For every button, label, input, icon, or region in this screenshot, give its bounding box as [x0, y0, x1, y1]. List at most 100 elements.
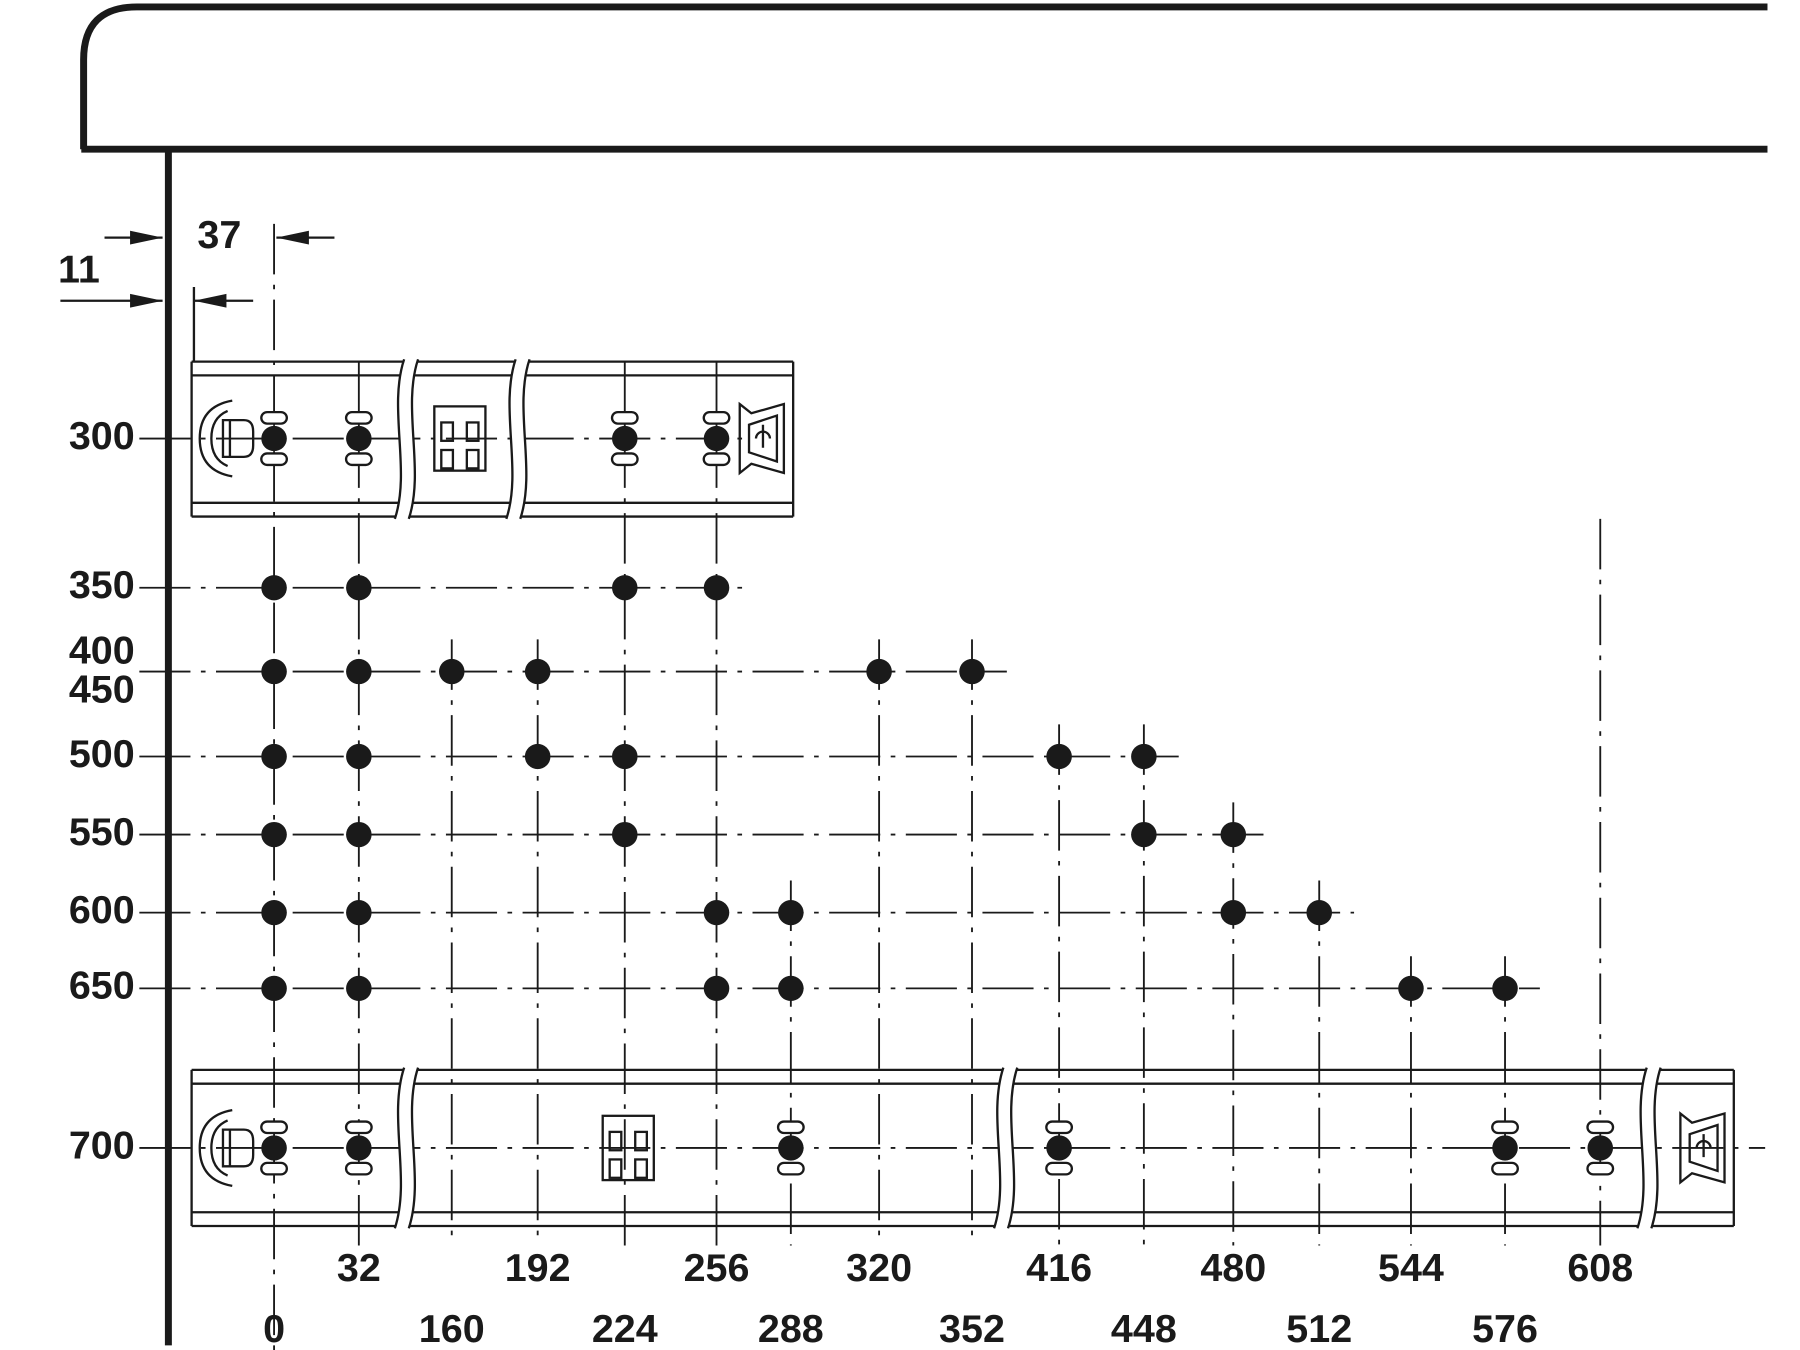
hole — [346, 575, 372, 601]
slot — [608, 1158, 623, 1179]
break-gap — [1637, 1067, 1661, 1229]
hole — [1587, 1135, 1614, 1161]
hole — [778, 900, 804, 926]
slot — [440, 448, 455, 470]
hole — [612, 575, 638, 601]
row-label: 300 — [69, 414, 135, 458]
hole — [261, 743, 287, 770]
break-line — [393, 1067, 406, 1229]
row-label: 600 — [69, 888, 135, 932]
hole — [261, 575, 287, 601]
bracket — [198, 399, 233, 478]
slot — [344, 452, 373, 467]
center-lines — [139, 223, 1766, 1350]
hole — [346, 1135, 372, 1161]
hole — [703, 575, 730, 601]
hole — [438, 658, 465, 685]
slot — [344, 1161, 373, 1176]
hole — [778, 1135, 804, 1161]
hole — [1220, 900, 1247, 926]
break-line — [519, 358, 531, 520]
hole — [1492, 1135, 1518, 1161]
slot — [776, 1120, 805, 1135]
slot — [702, 452, 731, 467]
slot — [776, 1161, 805, 1176]
hole — [1046, 1135, 1072, 1161]
row-label: 550 — [69, 810, 135, 854]
column-label: 320 — [846, 1246, 912, 1290]
slot — [610, 452, 639, 467]
break-gap — [394, 359, 419, 519]
slot — [1586, 1161, 1615, 1176]
slot — [608, 1130, 623, 1152]
break-line — [1650, 1067, 1662, 1229]
cabinet-top — [80, 3, 1768, 150]
dimension-37: 37 — [192, 213, 335, 362]
row-label: 400 — [69, 629, 135, 673]
bracket — [738, 401, 786, 476]
slot — [344, 410, 373, 425]
slot — [260, 452, 288, 467]
break-line — [1006, 1067, 1019, 1229]
hole — [346, 743, 372, 770]
hole — [346, 658, 372, 685]
hole — [612, 425, 638, 452]
slot — [1045, 1120, 1074, 1135]
slot — [1491, 1120, 1519, 1135]
hole — [1131, 743, 1157, 770]
slot — [1045, 1161, 1074, 1176]
slot — [634, 1130, 649, 1152]
row-label: 500 — [69, 732, 135, 776]
row-label: 350 — [69, 563, 135, 607]
hole — [346, 900, 372, 926]
hole — [346, 975, 372, 1002]
hole — [1046, 743, 1072, 770]
slot — [465, 448, 480, 470]
slot — [260, 410, 288, 425]
column-label: 224 — [592, 1307, 658, 1350]
break-line — [1636, 1067, 1648, 1229]
dimension-11: 11 — [58, 230, 163, 308]
row-label: 450 — [69, 668, 135, 712]
break-line — [407, 1067, 420, 1229]
bracket — [1679, 1111, 1726, 1185]
break-gap — [394, 1067, 419, 1229]
hole — [703, 900, 730, 926]
break-gap — [506, 359, 530, 519]
column-label: 288 — [758, 1307, 824, 1350]
hole — [261, 425, 287, 452]
slot — [1491, 1161, 1519, 1176]
hole — [261, 821, 287, 848]
hole — [1306, 900, 1332, 926]
dimension-label: 37 — [197, 213, 241, 257]
break-line — [505, 358, 517, 520]
break-line — [992, 1067, 1005, 1229]
slot — [1586, 1120, 1615, 1135]
column-label: 32 — [337, 1246, 381, 1290]
slot — [260, 1161, 288, 1176]
hole — [346, 425, 372, 452]
hole — [261, 1135, 287, 1161]
hole — [1398, 975, 1424, 1002]
runners — [190, 358, 1735, 1229]
hole — [261, 975, 287, 1002]
dimension-label: 11 — [58, 248, 100, 292]
hole — [1492, 975, 1518, 1002]
holes — [260, 410, 1615, 1176]
column-label: 352 — [939, 1307, 1005, 1350]
hole — [524, 743, 551, 770]
hole — [524, 658, 551, 685]
column-label: 192 — [505, 1246, 571, 1290]
column-label: 448 — [1111, 1307, 1177, 1350]
hole — [703, 975, 730, 1002]
slot — [260, 1120, 288, 1135]
hole — [703, 425, 730, 452]
column-label: 512 — [1286, 1307, 1352, 1350]
hole — [346, 821, 372, 848]
slot — [702, 410, 731, 425]
bracket — [221, 1128, 255, 1168]
column-label: 576 — [1472, 1307, 1538, 1350]
column-label: 416 — [1026, 1246, 1092, 1290]
column-label: 256 — [684, 1246, 750, 1290]
